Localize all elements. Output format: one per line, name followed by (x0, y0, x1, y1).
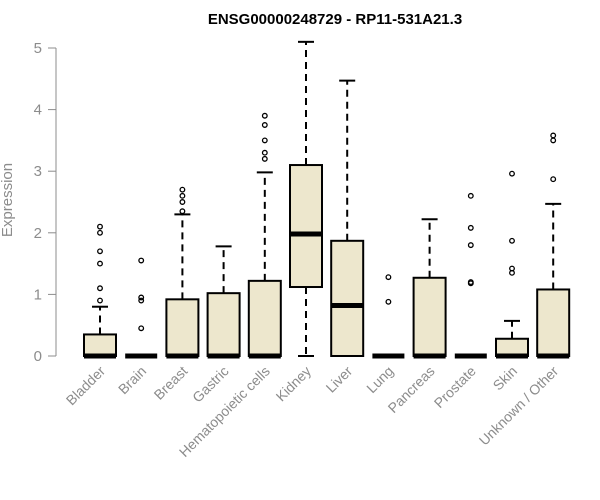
box (330, 239, 365, 357)
outlier-point (261, 155, 268, 162)
outlier-point (467, 279, 474, 286)
box-group (125, 257, 158, 359)
outlier-point (261, 137, 268, 144)
y-tick-label: 0 (34, 348, 42, 365)
outlier-point (97, 223, 103, 230)
outlier-point (97, 260, 103, 267)
x-category-label: Skin (490, 363, 521, 394)
box-group (165, 186, 200, 359)
box-group (289, 40, 323, 357)
box (495, 337, 529, 358)
outlier-point (179, 199, 186, 205)
y-axis-label: Expression (0, 163, 16, 237)
x-category-label: Lung (363, 363, 396, 396)
outlier-point (97, 297, 103, 304)
box (206, 292, 241, 357)
chart-title: ENSG00000248729 - RP11-531A21.3 (208, 11, 462, 28)
y-tick-label: 3 (34, 163, 42, 180)
box (289, 164, 323, 289)
outlier-point (179, 192, 186, 199)
box-group (412, 218, 447, 359)
outlier-point (385, 298, 392, 305)
y-axis: 0 1 2 3 4 5 (34, 40, 57, 365)
outlier-point (550, 137, 557, 144)
boxes (83, 40, 571, 359)
box-group (247, 112, 282, 359)
y-tick-label: 1 (34, 286, 42, 303)
box (83, 333, 117, 358)
box (412, 276, 447, 358)
outlier-point (550, 176, 557, 183)
x-category-label: Liver (323, 363, 356, 396)
outlier-point (97, 285, 103, 292)
outlier-point (138, 257, 145, 264)
box-group (495, 170, 529, 359)
box (165, 298, 200, 358)
x-category-label: Kidney (273, 363, 315, 405)
outlier-point (97, 229, 103, 236)
y-tick-label: 5 (34, 40, 42, 57)
outlier-point (138, 325, 145, 332)
y-tick-label: 2 (34, 225, 42, 242)
outlier-point (467, 224, 474, 231)
outlier-point (509, 170, 515, 177)
outlier-point (138, 297, 145, 304)
outlier-point (97, 248, 103, 255)
outlier-point (179, 186, 186, 193)
box-group (454, 192, 487, 359)
x-category-label: Bladder (63, 363, 109, 409)
outlier-point (467, 242, 474, 249)
outlier-point (509, 265, 515, 272)
box-group (372, 274, 405, 359)
box-group (536, 132, 571, 359)
outlier-point (385, 274, 392, 281)
outlier-point (261, 149, 268, 156)
outlier-point (261, 122, 268, 128)
outlier-point (261, 112, 268, 119)
outlier-point (467, 192, 474, 199)
box (247, 279, 282, 357)
box (536, 288, 571, 357)
y-tick-label: 4 (34, 102, 42, 119)
x-category-label: Prostate (431, 363, 479, 411)
box-group (83, 223, 117, 359)
box-group (206, 245, 241, 359)
box-group (330, 79, 365, 357)
x-category-label: Breast (151, 363, 191, 403)
x-category-label: Brain (115, 363, 149, 397)
outlier-point (179, 208, 186, 215)
outlier-point (138, 294, 145, 301)
outlier-point (509, 237, 515, 244)
outlier-point (550, 132, 557, 139)
